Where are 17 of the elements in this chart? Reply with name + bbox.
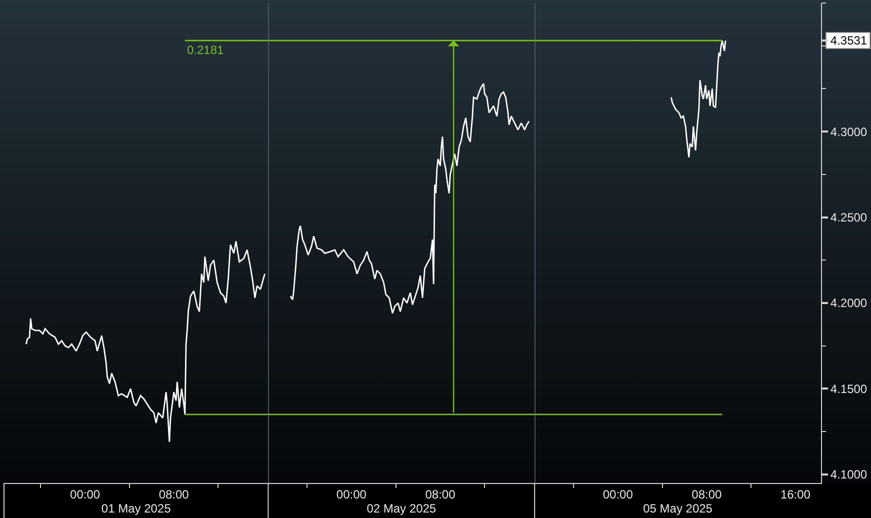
x-tick-label: 00:00 [602, 487, 634, 502]
x-tick-label: 00:00 [70, 487, 100, 502]
x-tick-label: 16:00 [780, 487, 811, 502]
x-tick-label: 08:00 [692, 487, 722, 502]
x-axis-title: 01 May 2025 [101, 501, 172, 516]
y-tick-label: 4.1000 [830, 468, 868, 482]
y-tick-label: 4.2000 [830, 296, 868, 310]
y-tick-label: 4.3000 [830, 124, 868, 139]
y-tick-label: 4.1500 [830, 382, 868, 396]
y-tick-label: 4.3531 [830, 34, 868, 48]
x-axis-title: 02 May 2025 [366, 501, 436, 516]
annotation: 0.2181 [187, 43, 224, 57]
x-tick-label: 00:00 [336, 487, 367, 502]
y-tick-label: 4.2500 [830, 210, 868, 224]
x-axis-title: 05 May 2025 [643, 501, 713, 516]
x-tick-label: 08:00 [158, 487, 190, 502]
x-tick-label: 08:00 [425, 487, 456, 502]
